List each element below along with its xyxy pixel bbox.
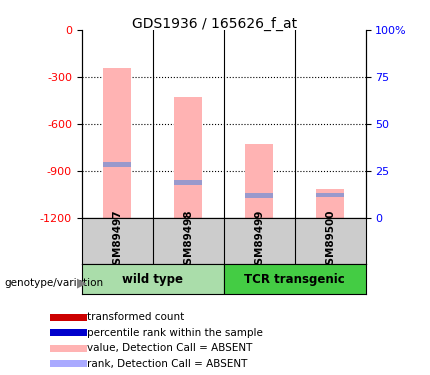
Bar [50,314,87,321]
Text: GSM89497: GSM89497 [112,210,122,272]
Text: rank, Detection Call = ABSENT: rank, Detection Call = ABSENT [87,359,247,369]
Text: transformed count: transformed count [87,312,184,322]
Bar [50,345,87,352]
Bar [174,97,203,218]
Text: GSM89499: GSM89499 [254,210,264,272]
Bar [174,180,203,185]
Text: genotype/variation: genotype/variation [4,278,104,288]
Text: TCR transgenic: TCR transgenic [244,273,345,286]
Bar [103,162,132,167]
Bar [50,329,87,336]
Text: GSM89500: GSM89500 [325,210,335,272]
Bar [245,193,273,198]
Bar [50,360,87,367]
Bar [245,144,273,218]
Text: wild type: wild type [122,273,183,286]
Text: ▶: ▶ [77,277,86,290]
Text: GDS1936 / 165626_f_at: GDS1936 / 165626_f_at [132,17,298,31]
Bar [316,192,344,197]
Bar [103,68,132,218]
Text: percentile rank within the sample: percentile rank within the sample [87,328,263,338]
Text: GSM89498: GSM89498 [183,210,193,272]
Text: value, Detection Call = ABSENT: value, Detection Call = ABSENT [87,343,252,353]
Bar [316,189,344,217]
